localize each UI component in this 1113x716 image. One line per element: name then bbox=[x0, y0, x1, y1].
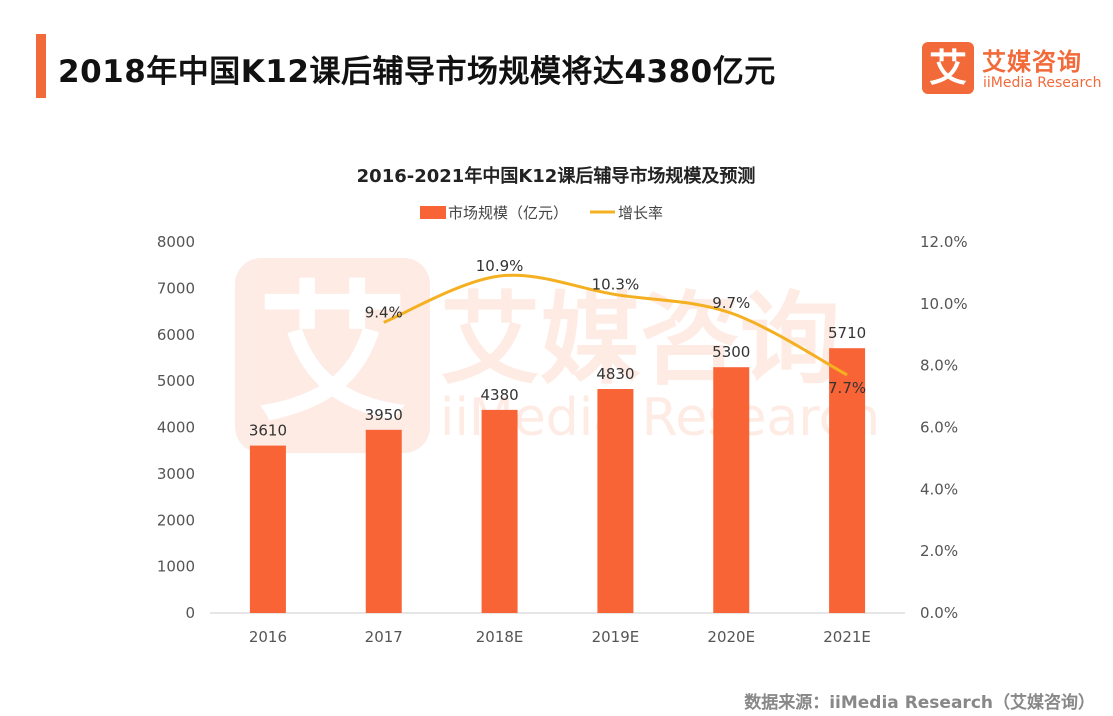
bar bbox=[481, 409, 518, 613]
bar-data-label: 4830 bbox=[596, 365, 634, 383]
x-tick-label: 2017 bbox=[365, 628, 403, 646]
bar-data-label: 3950 bbox=[365, 406, 403, 424]
line-data-label: 10.3% bbox=[592, 276, 640, 294]
x-tick-label: 2018E bbox=[476, 628, 524, 646]
y-tick-label: 8000 bbox=[157, 233, 195, 251]
bar bbox=[365, 429, 402, 613]
line-data-label: 10.9% bbox=[476, 257, 524, 275]
x-tick-label: 2019E bbox=[592, 628, 640, 646]
line-data-label: 9.7% bbox=[712, 294, 750, 312]
page-title: 2018年中国K12课后辅导市场规模将达4380亿元 bbox=[58, 54, 776, 90]
bar bbox=[713, 367, 750, 613]
y2-tick-label: 4.0% bbox=[920, 480, 958, 498]
y-tick-label: 1000 bbox=[157, 558, 195, 576]
y-tick-label: 0 bbox=[185, 604, 195, 622]
y2-tick-label: 6.0% bbox=[920, 419, 958, 437]
y-tick-label: 5000 bbox=[157, 372, 195, 390]
y-tick-label: 6000 bbox=[157, 326, 195, 344]
logo-name-en: iiMedia Research bbox=[983, 75, 1102, 91]
y-tick-label: 3000 bbox=[157, 465, 195, 483]
bar-data-label: 4380 bbox=[480, 386, 518, 404]
x-tick-label: 2021E bbox=[823, 628, 871, 646]
chart-title: 2016-2021年中国K12课后辅导市场规模及预测 bbox=[357, 165, 756, 187]
bar-data-label: 5710 bbox=[828, 324, 866, 342]
y-tick-label: 7000 bbox=[157, 279, 195, 297]
y2-tick-label: 0.0% bbox=[920, 604, 958, 622]
y-tick-label: 2000 bbox=[157, 511, 195, 529]
bar bbox=[597, 389, 634, 613]
legend-bar-swatch bbox=[420, 206, 446, 219]
legend-line-label: 增长率 bbox=[618, 204, 663, 222]
y2-tick-label: 8.0% bbox=[920, 357, 958, 375]
title-accent-bar bbox=[36, 34, 46, 98]
y2-tick-label: 10.0% bbox=[920, 295, 968, 313]
logo-icon: 艾 bbox=[922, 42, 974, 94]
bar-data-label: 5300 bbox=[712, 343, 750, 361]
bar-data-label: 3610 bbox=[249, 422, 287, 440]
logo-name-cn: 艾媒咨询 bbox=[982, 48, 1082, 76]
line-data-label: 7.7% bbox=[828, 379, 866, 397]
bar bbox=[829, 348, 866, 613]
growth-rate-line bbox=[383, 273, 848, 377]
bar bbox=[249, 445, 286, 613]
y2-tick-label: 12.0% bbox=[920, 233, 968, 251]
y2-tick-label: 2.0% bbox=[920, 542, 958, 560]
source-note: 数据来源：iiMedia Research（艾媒咨询） bbox=[744, 693, 1095, 713]
x-tick-label: 2016 bbox=[249, 628, 287, 646]
logo: 艾 艾媒咨询 iiMedia Research bbox=[922, 42, 1102, 94]
x-tick-label: 2020E bbox=[707, 628, 755, 646]
y-tick-label: 4000 bbox=[157, 419, 195, 437]
legend-bar-label: 市场规模（亿元） bbox=[448, 204, 568, 222]
line-data-label: 9.4% bbox=[365, 303, 403, 321]
